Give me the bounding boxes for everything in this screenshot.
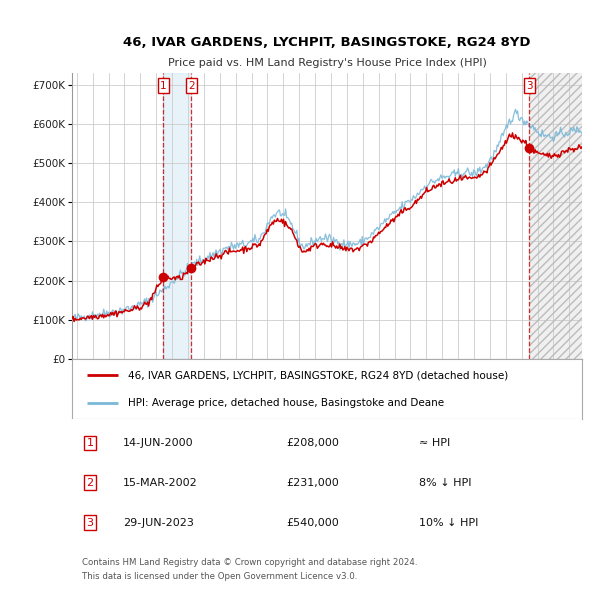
Text: £208,000: £208,000 [286, 438, 339, 448]
Text: 10% ↓ HPI: 10% ↓ HPI [419, 517, 478, 527]
Text: 46, IVAR GARDENS, LYCHPIT, BASINGSTOKE, RG24 8YD: 46, IVAR GARDENS, LYCHPIT, BASINGSTOKE, … [123, 36, 531, 49]
Text: 15-MAR-2002: 15-MAR-2002 [123, 478, 198, 488]
Text: 1: 1 [160, 80, 167, 90]
Text: HPI: Average price, detached house, Basingstoke and Deane: HPI: Average price, detached house, Basi… [128, 398, 444, 408]
Text: £231,000: £231,000 [286, 478, 339, 488]
Text: 29-JUN-2023: 29-JUN-2023 [123, 517, 194, 527]
Text: Contains HM Land Registry data © Crown copyright and database right 2024.: Contains HM Land Registry data © Crown c… [82, 558, 418, 566]
Bar [163, 73, 191, 359]
Text: 8% ↓ HPI: 8% ↓ HPI [419, 478, 472, 488]
Text: 2: 2 [188, 80, 194, 90]
Text: 14-JUN-2000: 14-JUN-2000 [123, 438, 194, 448]
Text: Price paid vs. HM Land Registry's House Price Index (HPI): Price paid vs. HM Land Registry's House … [167, 58, 487, 68]
Text: ≈ HPI: ≈ HPI [419, 438, 450, 448]
Text: 3: 3 [526, 80, 533, 90]
Text: £540,000: £540,000 [286, 517, 339, 527]
Text: 46, IVAR GARDENS, LYCHPIT, BASINGSTOKE, RG24 8YD (detached house): 46, IVAR GARDENS, LYCHPIT, BASINGSTOKE, … [128, 370, 508, 380]
Text: 1: 1 [86, 438, 94, 448]
Text: This data is licensed under the Open Government Licence v3.0.: This data is licensed under the Open Gov… [82, 572, 358, 581]
Bar [529, 73, 582, 359]
Text: 3: 3 [86, 517, 94, 527]
Text: 2: 2 [86, 478, 94, 488]
Bar [529, 73, 582, 359]
